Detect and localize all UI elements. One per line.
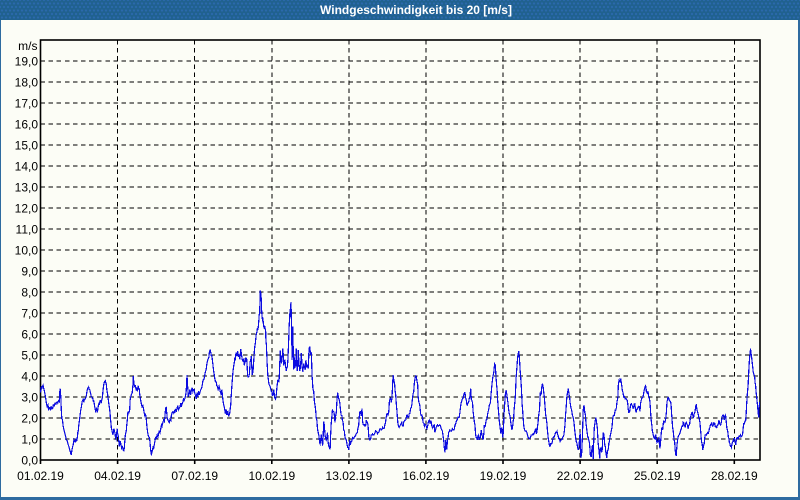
svg-text:18,0: 18,0: [15, 76, 39, 90]
svg-text:3,0: 3,0: [21, 391, 38, 405]
svg-text:16.02.19: 16.02.19: [403, 469, 450, 483]
svg-text:01.02.19: 01.02.19: [17, 469, 64, 483]
svg-text:2,0: 2,0: [21, 412, 38, 426]
svg-text:25.02.19: 25.02.19: [634, 469, 681, 483]
svg-text:07.02.19: 07.02.19: [171, 469, 218, 483]
svg-text:7,0: 7,0: [21, 307, 38, 321]
svg-text:13.02.19: 13.02.19: [326, 469, 373, 483]
svg-text:19.02.19: 19.02.19: [480, 469, 527, 483]
svg-text:10,0: 10,0: [15, 244, 39, 258]
svg-text:04.02.19: 04.02.19: [94, 469, 141, 483]
svg-text:16,0: 16,0: [15, 118, 39, 132]
svg-text:15,0: 15,0: [15, 139, 39, 153]
svg-text:9,0: 9,0: [21, 265, 38, 279]
svg-text:22.02.19: 22.02.19: [557, 469, 604, 483]
svg-text:14,0: 14,0: [15, 160, 39, 174]
svg-text:1,0: 1,0: [21, 433, 38, 447]
svg-text:0,0: 0,0: [21, 454, 38, 468]
svg-text:19,0: 19,0: [15, 55, 39, 69]
svg-text:28.02.19: 28.02.19: [711, 469, 758, 483]
svg-text:8,0: 8,0: [21, 286, 38, 300]
svg-text:6,0: 6,0: [21, 328, 38, 342]
svg-text:5,0: 5,0: [21, 349, 38, 363]
svg-text:11,0: 11,0: [16, 223, 39, 237]
svg-text:12,0: 12,0: [15, 202, 39, 216]
svg-text:17,0: 17,0: [15, 97, 39, 111]
svg-text:13,0: 13,0: [15, 181, 39, 195]
svg-text:m/s: m/s: [18, 39, 37, 53]
svg-text:10.02.19: 10.02.19: [248, 469, 295, 483]
svg-text:4,0: 4,0: [21, 370, 38, 384]
